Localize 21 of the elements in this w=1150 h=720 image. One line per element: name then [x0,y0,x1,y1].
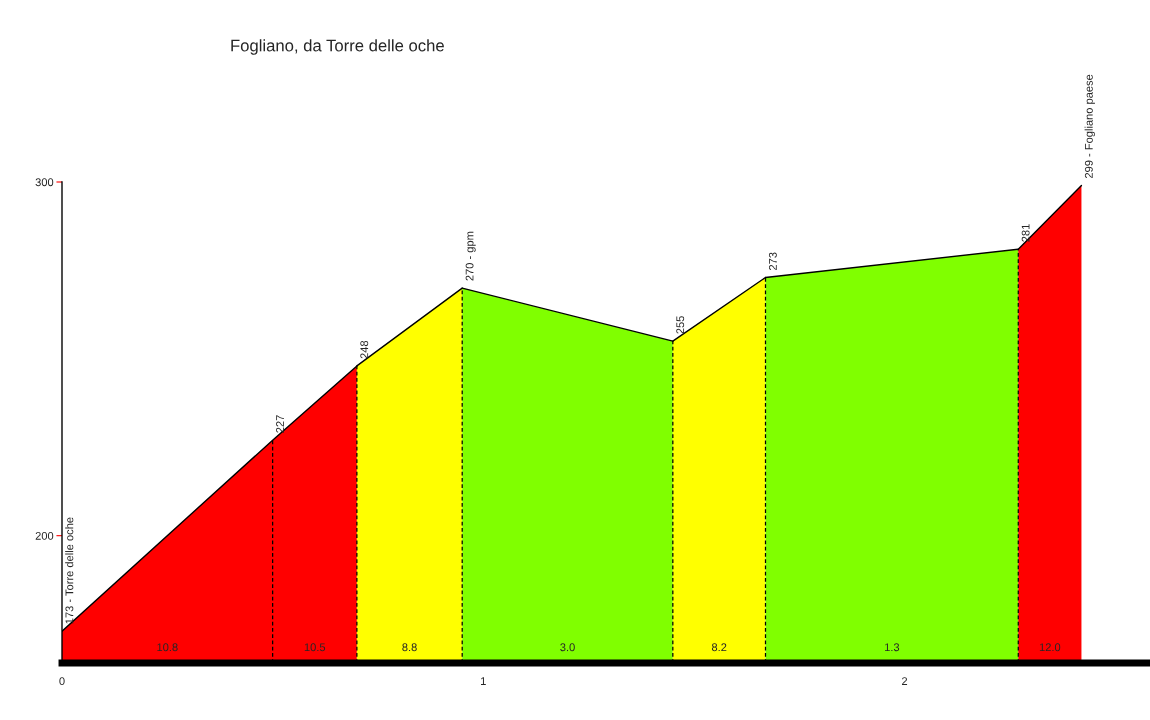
data-label: 299 - Fogliano paese [1084,74,1095,179]
x-tick-label: 2 [901,677,908,685]
y-tick-label: 200 [35,531,54,540]
annotation: 10.8 [157,643,178,652]
annotation: 1.3 [885,643,900,652]
data-label: 227 [276,415,284,433]
data-label: 173 - Torre delle oche [65,517,74,624]
y-tick-label: 300 [35,178,54,187]
data-label: 255 [676,316,685,334]
data-label: 270 - gpm [465,231,476,281]
annotation: 3.0 [560,643,575,652]
annotation: 10.5 [304,643,326,652]
annotation: 8.8 [402,643,417,652]
chart-title: Fogliano, da Torre delle oche [231,39,444,55]
annotation: 12.0 [1039,643,1061,652]
data-label: 248 [360,340,369,359]
data-label: 273 [768,252,777,270]
data-label: 281 [1021,224,1030,242]
annotation: 8.2 [711,643,727,652]
x-tick-label: 1 [481,677,486,685]
x-tick-label: 0 [59,677,65,686]
